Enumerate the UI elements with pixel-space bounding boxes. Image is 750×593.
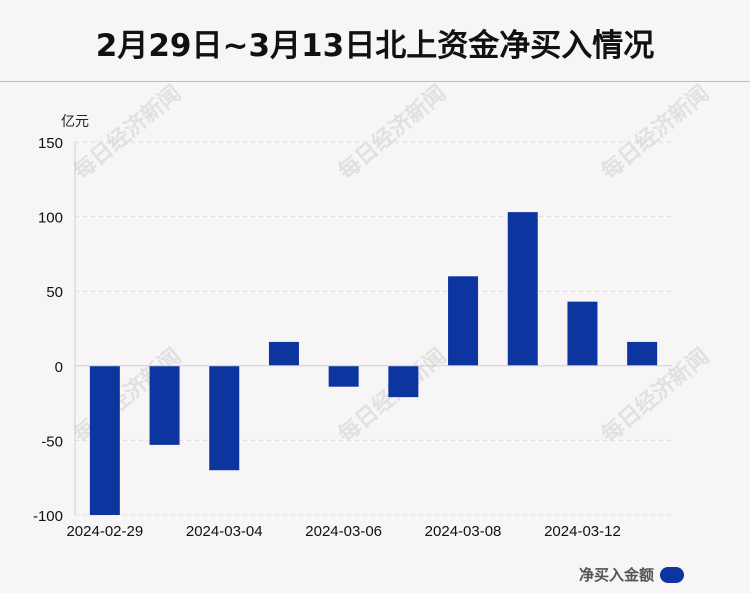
bar	[567, 301, 598, 366]
legend-swatch	[660, 566, 684, 583]
chart-header: 2月29日~3月13日北上资金净买入情况	[0, 0, 750, 82]
bar	[328, 365, 359, 387]
y-tick-label: 0	[55, 359, 63, 376]
y-tick-label: 50	[46, 284, 63, 301]
x-tick-label: 2024-03-12	[544, 523, 621, 540]
x-tick-label: 2024-03-04	[186, 523, 263, 540]
legend: 净买入金额	[579, 564, 684, 585]
y-tick-label: -100	[33, 508, 63, 525]
bar	[388, 365, 419, 398]
x-tick-label: 2024-03-06	[305, 523, 382, 540]
bar	[89, 365, 120, 515]
y-axis-unit: 亿元	[61, 114, 89, 130]
bar	[507, 212, 538, 366]
chart-title: 2月29日~3月13日北上资金净买入情况	[95, 28, 655, 64]
bar	[209, 365, 240, 471]
bar	[149, 365, 180, 445]
x-tick-label: 2024-02-29	[66, 523, 143, 540]
bar	[627, 341, 658, 366]
bar	[448, 276, 479, 366]
y-tick-label: 100	[38, 210, 63, 227]
legend-label: 净买入金额	[578, 566, 654, 584]
y-tick-label: 150	[38, 135, 63, 152]
x-tick-label: 2024-03-08	[425, 523, 502, 540]
y-tick-label: -50	[41, 433, 63, 450]
bar	[268, 341, 299, 366]
